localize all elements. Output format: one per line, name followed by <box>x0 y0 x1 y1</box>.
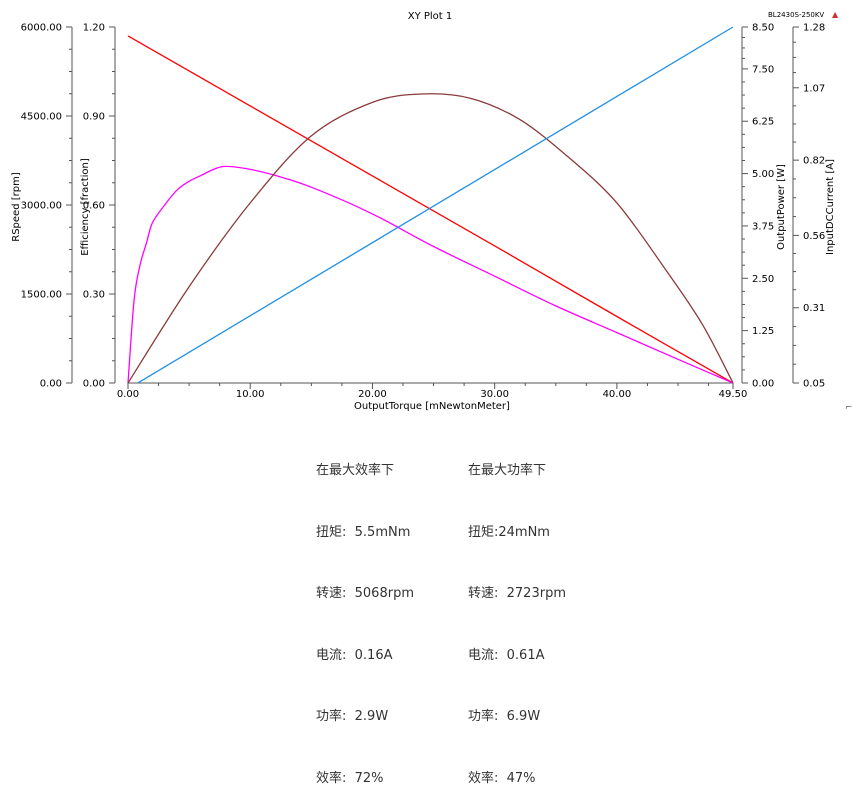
efficiency-tick-label: 1.20 <box>83 23 105 34</box>
legend-marker-icon: ▲ <box>832 10 839 19</box>
outputpower-series-line <box>127 93 734 384</box>
outputpower-tick-label: 1.25 <box>752 326 774 337</box>
inputdccurrent-tick-label: 0.31 <box>803 303 825 314</box>
outputpower-tick-label: 0.00 <box>752 379 774 390</box>
inputdccurrent-axis-label: InputDCCurrent [A] <box>825 159 836 255</box>
x-tick-label: 30.00 <box>480 389 509 400</box>
chart-title: XY Plot 1 <box>408 11 453 22</box>
rspeed-tick-label: 4500.00 <box>21 112 62 123</box>
outputpower-tick-label: 7.50 <box>752 64 774 75</box>
xy-plot: XY Plot 1 BL2430S-250KV ▲ ⌐ OutputTorque… <box>11 10 852 413</box>
inputdccurrent-tick-label: 1.28 <box>803 23 825 34</box>
x-tick-label: 20.00 <box>358 389 387 400</box>
outputpower-tick-label: 3.75 <box>752 221 774 232</box>
rspeed-tick-label: 1500.00 <box>21 290 62 301</box>
inputdccurrent-tick-label: 0.05 <box>803 379 825 390</box>
inputdccurrent-tick-label: 0.82 <box>803 156 825 167</box>
max-power-efficiency: 效率: 47% <box>468 770 536 786</box>
inputdccurrent-series-line <box>137 26 734 384</box>
max-power-torque: 扭矩:24mNm <box>468 524 550 540</box>
outputpower-tick-label: 5.00 <box>752 169 774 180</box>
max-efficiency-power: 功率: 2.9W <box>316 709 389 724</box>
series-layer <box>127 26 734 384</box>
outputpower-tick-label: 8.50 <box>752 23 774 34</box>
x-tick-label: 40.00 <box>603 389 632 400</box>
axes-layer: 0.00 10.00 20.00 30.00 40.00 49.50 0.00 1500.00… <box>21 23 826 401</box>
legend-label: BL2430S-250KV <box>768 11 824 19</box>
max-power-notes: 在最大功率下 扭矩:24mNm 转速: 2723rpm 电流: 0.61A 功率… <box>468 420 566 810</box>
max-power-speed: 转速: 2723rpm <box>468 586 566 601</box>
x-tick-label: 10.00 <box>236 389 265 400</box>
max-power-current: 电流: 0.61A <box>468 647 545 663</box>
max-efficiency-speed: 转速: 5068rpm <box>316 586 414 601</box>
inputdccurrent-tick-label: 0.56 <box>803 231 825 242</box>
max-power-power: 功率: 6.9W <box>468 709 541 724</box>
efficiency-tick-label: 0.60 <box>83 201 105 212</box>
efficiency-tick-label: 0.00 <box>83 379 105 390</box>
efficiency-axis-label: Efficiency [fraction] <box>80 158 91 256</box>
max-power-heading: 在最大功率下 <box>468 463 547 478</box>
efficiency-tick-label: 0.30 <box>83 290 105 301</box>
efficiency-series-line <box>127 165 734 384</box>
outputpower-tick-label: 2.50 <box>752 274 774 285</box>
rspeed-tick-label: 6000.00 <box>21 23 62 34</box>
outputpower-tick-label: 6.25 <box>752 117 774 128</box>
x-tick-label: 0.00 <box>117 389 139 400</box>
rspeed-tick-label: 3000.00 <box>21 201 62 212</box>
x-axis-label: OutputTorque [mNewtonMeter] <box>354 401 510 412</box>
rspeed-axis-label: RSpeed [rpm] <box>11 172 22 242</box>
max-efficiency-torque: 扭矩: 5.5mNm <box>316 524 411 540</box>
max-efficiency-efficiency: 效率: 72% <box>316 770 384 786</box>
outputpower-axis-label: OutputPower [W] <box>776 164 787 250</box>
max-efficiency-heading: 在最大效率下 <box>316 463 395 478</box>
inputdccurrent-tick-label: 1.07 <box>803 83 825 94</box>
rspeed-series-line <box>127 35 734 384</box>
corner-icon: ⌐ <box>845 403 852 413</box>
efficiency-tick-label: 0.90 <box>83 112 105 123</box>
rspeed-tick-label: 0.00 <box>40 379 62 390</box>
x-tick-label: 49.50 <box>719 389 748 400</box>
max-efficiency-notes: 在最大效率下 扭矩: 5.5mNm 转速: 5068rpm 电流: 0.16A … <box>316 420 414 810</box>
max-efficiency-current: 电流: 0.16A <box>316 647 393 663</box>
